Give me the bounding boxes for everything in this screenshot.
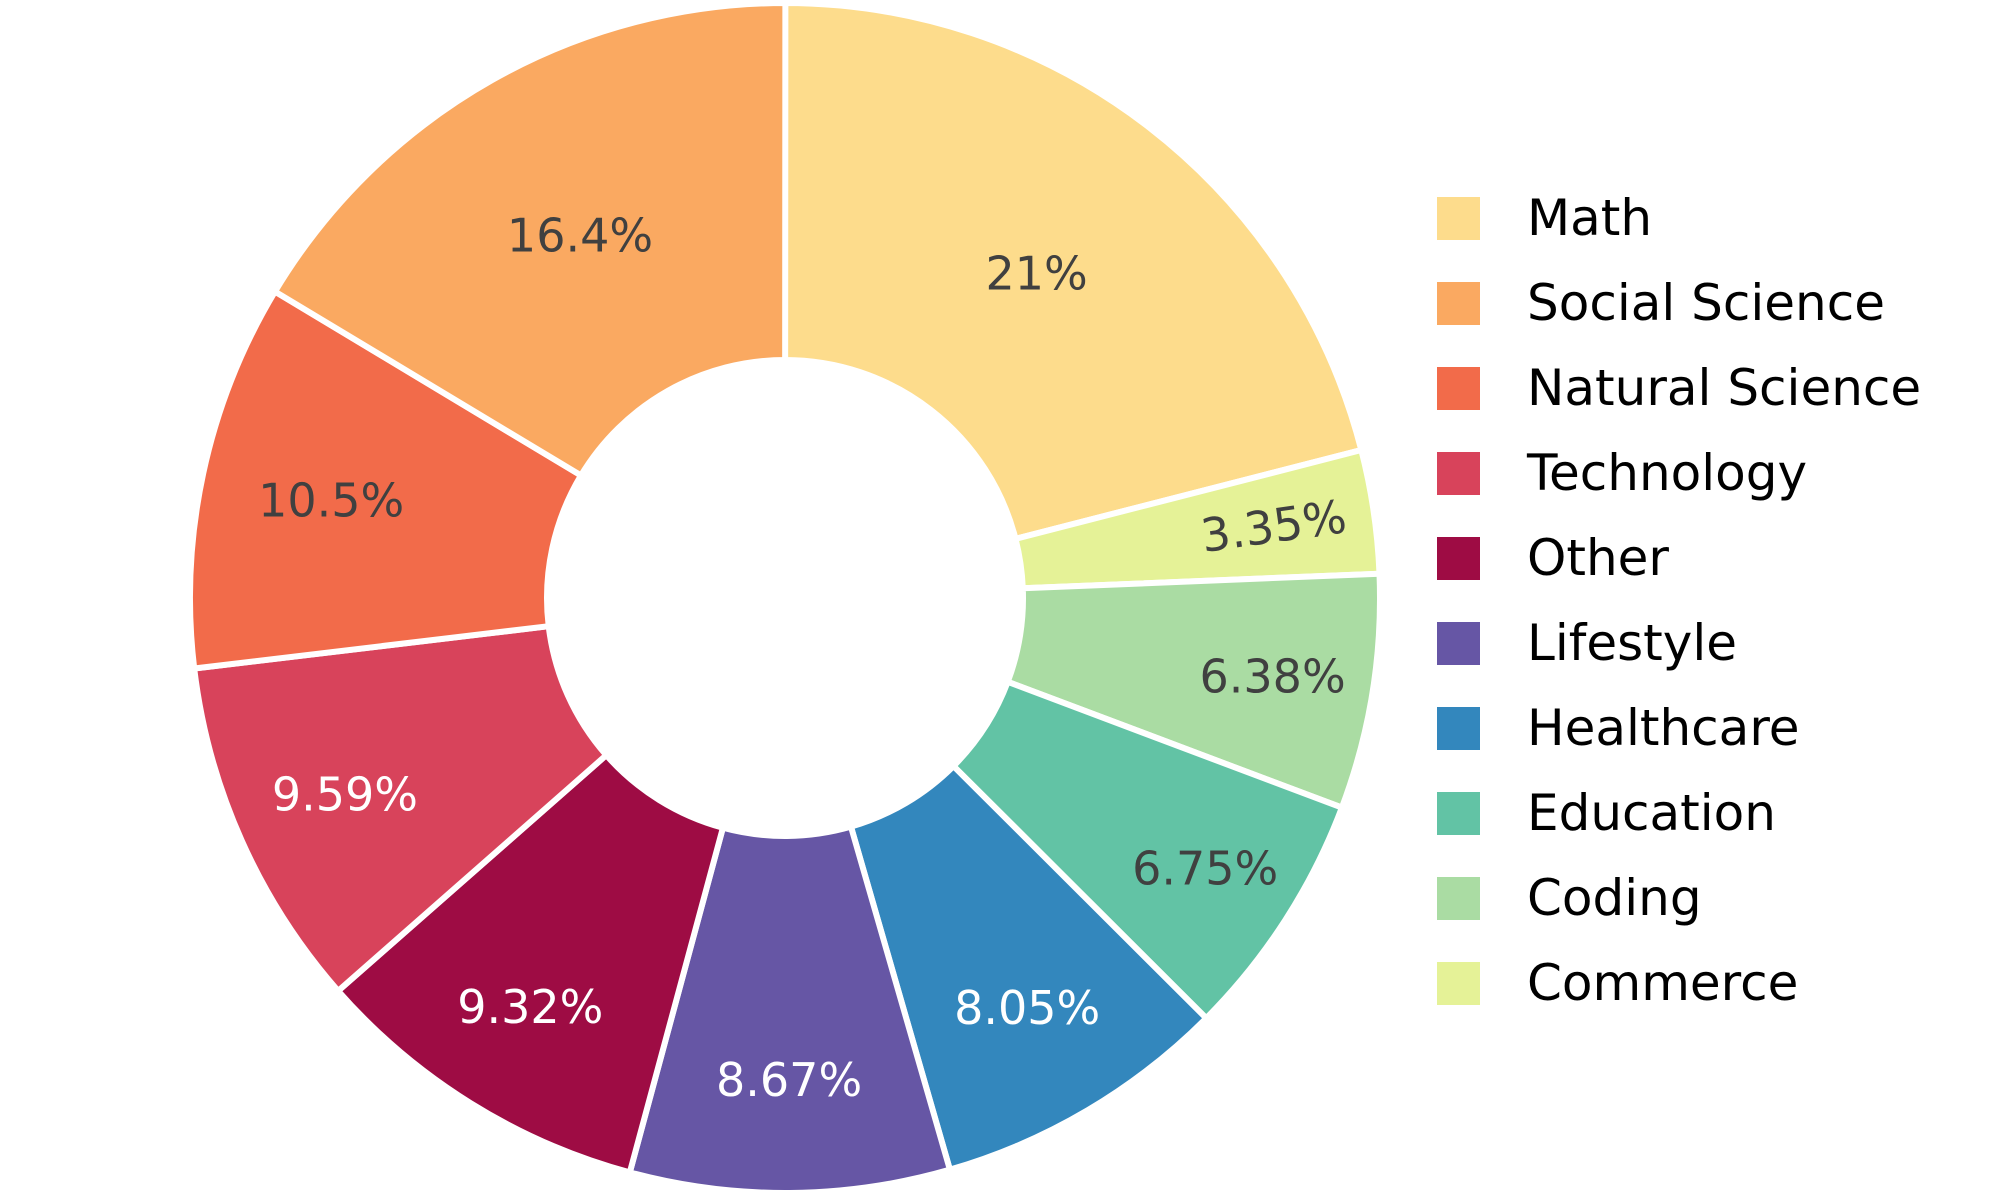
pie-slice-social-science[interactable]	[271, 0, 789, 479]
slice-percent-label-coding: 6.38%	[1200, 650, 1346, 704]
pie-slice-math[interactable]	[782, 0, 1365, 542]
slice-percent-label-healthcare: 8.05%	[954, 981, 1100, 1035]
legend-swatch-commerce	[1437, 962, 1480, 1005]
legend: Math Social Science Natural Science Technol…	[1437, 189, 1922, 1047]
legend-swatch-social-science	[1437, 282, 1480, 325]
legend-item-technology[interactable]: Technology	[1437, 444, 1921, 502]
pie-slice-lifestyle[interactable]	[626, 823, 953, 1196]
pie-slice-technology[interactable]	[191, 623, 610, 994]
legend-label-education: Education	[1527, 784, 1776, 842]
legend-label-coding: Coding	[1527, 869, 1702, 927]
slice-percent-label-technology: 9.59%	[272, 768, 418, 822]
pie-slice-natural-science[interactable]	[187, 288, 584, 672]
legend-swatch-math	[1437, 197, 1480, 240]
legend-item-commerce[interactable]: Commerce	[1437, 954, 1921, 1012]
legend-swatch-healthcare	[1437, 707, 1480, 750]
legend-swatch-technology	[1437, 452, 1480, 495]
legend-item-healthcare[interactable]: Healthcare	[1437, 699, 1921, 757]
slice-percent-label-education: 6.75%	[1132, 842, 1278, 896]
legend-item-natural-science[interactable]: Natural Science	[1437, 359, 1922, 417]
pie-slice-other[interactable]	[335, 752, 726, 1176]
legend-item-social-science[interactable]: Social Science	[1437, 274, 1921, 332]
legend-item-math[interactable]: Math	[1437, 189, 1921, 247]
legend-swatch-coding	[1437, 877, 1480, 920]
slice-percent-label-natural-science: 10.5%	[258, 474, 404, 528]
legend-label-healthcare: Healthcare	[1527, 699, 1800, 757]
slice-percent-label-math: 21%	[985, 247, 1087, 301]
legend-swatch-lifestyle	[1437, 622, 1480, 665]
pie-slice-healthcare[interactable]	[847, 763, 1210, 1173]
legend-label-social-science: Social Science	[1527, 274, 1885, 332]
legend-item-other[interactable]: Other	[1437, 529, 1921, 587]
legend-swatch-natural-science	[1437, 367, 1480, 410]
legend-swatch-other	[1437, 537, 1480, 580]
slice-labels-group: 21%3.35%6.38%6.75%8.05%8.67%9.32%9.59%10…	[258, 208, 1350, 1107]
legend-label-technology: Technology	[1527, 444, 1808, 502]
legend-swatch-education	[1437, 792, 1480, 835]
legend-label-other: Other	[1527, 529, 1669, 587]
pie-slices-group	[187, 0, 1383, 1196]
legend-label-math: Math	[1527, 189, 1653, 247]
legend-label-commerce: Commerce	[1527, 954, 1799, 1012]
pie-slice-education[interactable]	[950, 678, 1345, 1022]
legend-label-lifestyle: Lifestyle	[1527, 614, 1738, 672]
legend-label-natural-science: Natural Science	[1527, 359, 1922, 417]
slice-percent-label-lifestyle: 8.67%	[716, 1053, 862, 1107]
legend-item-lifestyle[interactable]: Lifestyle	[1437, 614, 1921, 672]
slice-percent-label-other: 9.32%	[457, 980, 603, 1034]
legend-item-coding[interactable]: Coding	[1437, 869, 1921, 927]
slice-percent-label-social-science: 16.4%	[507, 208, 653, 262]
legend-item-education[interactable]: Education	[1437, 784, 1921, 842]
